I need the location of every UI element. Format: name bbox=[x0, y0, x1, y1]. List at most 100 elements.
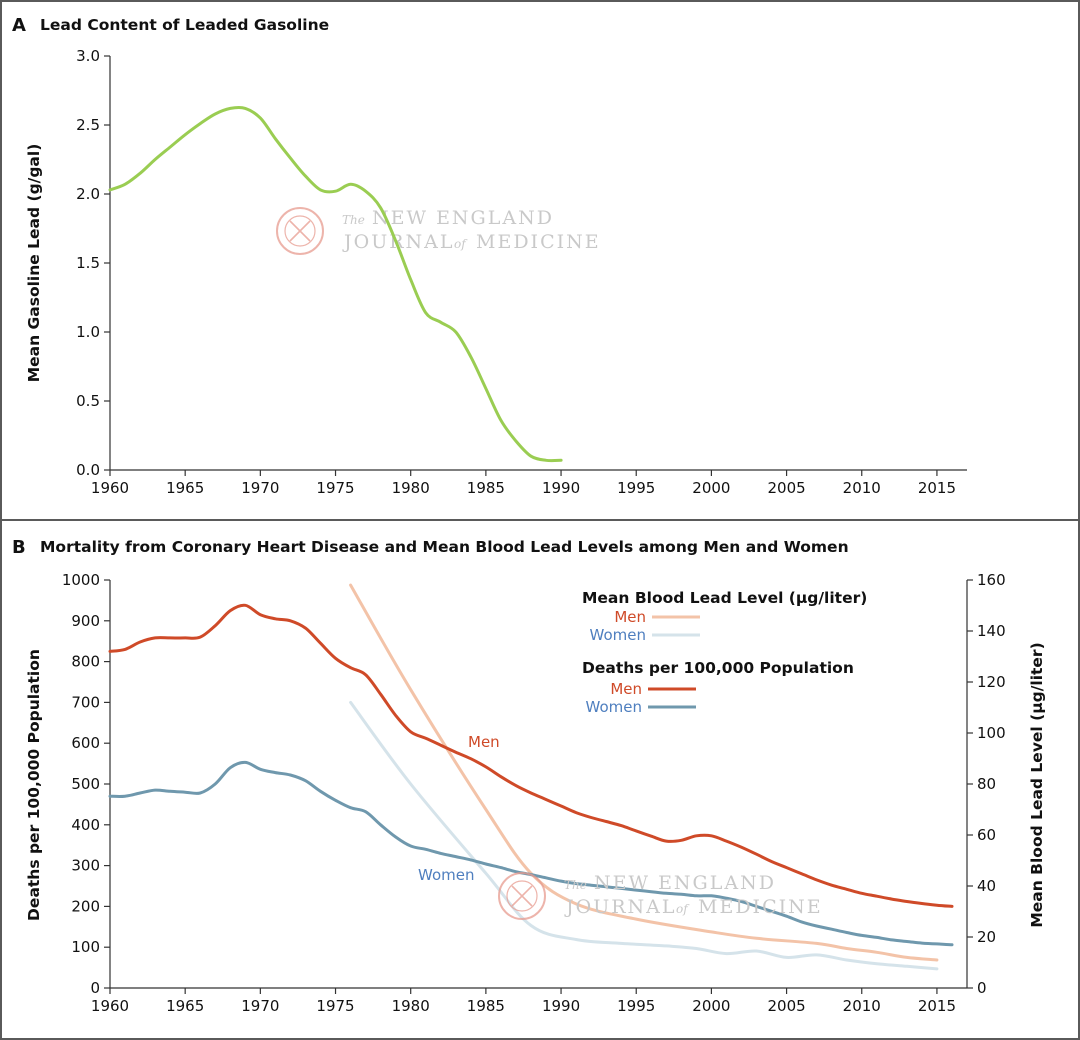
watermark-line3: MEDICINE bbox=[698, 896, 823, 918]
watermark-of: of bbox=[676, 902, 690, 916]
x-tick-label: 1975 bbox=[316, 479, 354, 497]
seal-outer-ring bbox=[276, 207, 324, 255]
y-tick-label: 400 bbox=[71, 816, 100, 834]
legend-deaths-title: Deaths per 100,000 Population bbox=[582, 659, 854, 677]
y-tick-label: 2.0 bbox=[76, 185, 100, 203]
panel-a-x-ticks: 1960 1965 1970 1975 1980 1985 1990 1995 2000 2005… bbox=[91, 470, 956, 497]
y-tick-label: 1.0 bbox=[76, 323, 100, 341]
y-tick-label: 1000 bbox=[62, 571, 100, 589]
x-tick-label: 2000 bbox=[692, 997, 730, 1015]
x-tick-label: 1985 bbox=[467, 997, 505, 1015]
y-tick-label: 0.0 bbox=[76, 461, 100, 479]
x-tick-label: 1980 bbox=[392, 997, 430, 1015]
y2-tick-label: 20 bbox=[977, 928, 996, 946]
watermark-text-a: The NEW ENGLAND JOURNAL of MEDICINE bbox=[342, 207, 601, 253]
panel-b-left-axis-title: Deaths per 100,000 Population bbox=[25, 649, 43, 921]
watermark-seal-b bbox=[498, 872, 546, 920]
panel-b-left-ticks: 0 100 200 300 400 500 600 700 800 900 1000 bbox=[62, 571, 110, 997]
panel-a-series bbox=[108, 105, 563, 463]
x-tick-label: 1965 bbox=[166, 479, 204, 497]
x-tick-label: 1970 bbox=[241, 479, 279, 497]
panel-b-right-axis-title: Mean Blood Lead Level (µg/liter) bbox=[1028, 642, 1046, 927]
legend: Mean Blood Lead Level (µg/liter) Men Wom… bbox=[582, 589, 867, 716]
x-tick-label: 1960 bbox=[91, 997, 129, 1015]
y-tick-label: 0 bbox=[90, 979, 100, 997]
y2-tick-label: 40 bbox=[977, 877, 996, 895]
legend-deaths-women-label: Women bbox=[586, 698, 642, 716]
panel-b-right-ticks: 0 20 40 60 80 100 120 140 160 bbox=[967, 571, 1006, 997]
panel-a-title: Lead Content of Leaded Gasoline bbox=[40, 16, 329, 34]
y-tick-label: 0.5 bbox=[76, 392, 100, 410]
x-tick-label: 1975 bbox=[316, 997, 354, 1015]
panel-b-title: Mortality from Coronary Heart Disease an… bbox=[40, 538, 849, 556]
legend-blood-women-label: Women bbox=[590, 626, 646, 644]
y2-tick-label: 120 bbox=[977, 673, 1006, 691]
seal-cross bbox=[511, 885, 533, 907]
panel-a: A Lead Content of Leaded Gasoline The NE… bbox=[12, 15, 967, 497]
x-tick-label: 1990 bbox=[542, 997, 580, 1015]
x-tick-label: 1980 bbox=[392, 479, 430, 497]
watermark-the: The bbox=[564, 878, 587, 892]
watermark-seal-a bbox=[276, 207, 324, 255]
y-tick-label: 500 bbox=[71, 775, 100, 793]
legend-blood-title: Mean Blood Lead Level (µg/liter) bbox=[582, 589, 867, 607]
y2-tick-label: 0 bbox=[977, 979, 987, 997]
y-tick-label: 600 bbox=[71, 734, 100, 752]
y-tick-label: 2.5 bbox=[76, 116, 100, 134]
y2-tick-label: 60 bbox=[977, 826, 996, 844]
blood-lead-men-line bbox=[349, 583, 939, 962]
seal-cross bbox=[289, 220, 311, 242]
x-tick-label: 1970 bbox=[241, 997, 279, 1015]
annotation-men: Men bbox=[468, 733, 500, 751]
x-tick-label: 2010 bbox=[843, 479, 881, 497]
watermark-line1: NEW ENGLAND bbox=[372, 207, 554, 229]
gasoline-lead-line bbox=[108, 105, 563, 463]
x-tick-label: 2015 bbox=[918, 997, 956, 1015]
blood-lead-women-line bbox=[349, 700, 939, 971]
y2-tick-label: 80 bbox=[977, 775, 996, 793]
y-tick-label: 700 bbox=[71, 693, 100, 711]
legend-deaths-men-label: Men bbox=[610, 680, 642, 698]
y-tick-label: 1.5 bbox=[76, 254, 100, 272]
y-tick-label: 3.0 bbox=[76, 47, 100, 65]
panel-a-y-ticks: 0.0 0.5 1.0 1.5 2.0 2.5 3.0 bbox=[76, 47, 110, 479]
watermark-line3: MEDICINE bbox=[476, 231, 601, 253]
y-tick-label: 800 bbox=[71, 653, 100, 671]
seal-outer-ring bbox=[498, 872, 546, 920]
panel-a-axes bbox=[109, 56, 967, 471]
y2-tick-label: 140 bbox=[977, 622, 1006, 640]
watermark-text-b: The NEW ENGLAND JOURNAL of MEDICINE bbox=[564, 872, 823, 918]
y-tick-label: 900 bbox=[71, 612, 100, 630]
y2-tick-label: 100 bbox=[977, 724, 1006, 742]
deaths-men-line bbox=[108, 603, 954, 908]
x-tick-label: 2015 bbox=[918, 479, 956, 497]
panel-a-letter: A bbox=[12, 15, 26, 36]
panel-a-y-axis-title: Mean Gasoline Lead (g/gal) bbox=[25, 144, 43, 383]
x-tick-label: 1995 bbox=[617, 997, 655, 1015]
x-tick-label: 2005 bbox=[767, 997, 805, 1015]
y-tick-label: 300 bbox=[71, 857, 100, 875]
watermark-of: of bbox=[454, 237, 468, 251]
seal-inner-ring bbox=[506, 880, 538, 912]
y2-tick-label: 160 bbox=[977, 571, 1006, 589]
x-tick-label: 1965 bbox=[166, 997, 204, 1015]
x-tick-label: 2010 bbox=[843, 997, 881, 1015]
x-tick-label: 1960 bbox=[91, 479, 129, 497]
x-tick-label: 1985 bbox=[467, 479, 505, 497]
panel-b-x-ticks: 1960 1965 1970 1975 1980 1985 1990 1995 2000 2005… bbox=[91, 988, 956, 1015]
watermark-the: The bbox=[342, 213, 365, 227]
panel-b: B Mortality from Coronary Heart Disease … bbox=[12, 537, 1046, 1015]
watermark-line1: NEW ENGLAND bbox=[594, 872, 776, 894]
panel-b-axes bbox=[109, 580, 968, 989]
y-tick-label: 100 bbox=[71, 938, 100, 956]
watermark-line2: JOURNAL bbox=[564, 896, 676, 918]
y-tick-label: 200 bbox=[71, 897, 100, 915]
legend-blood-men-label: Men bbox=[614, 608, 646, 626]
annotation-women: Women bbox=[418, 866, 474, 884]
x-tick-label: 1995 bbox=[617, 479, 655, 497]
seal-inner-ring bbox=[284, 215, 316, 247]
x-tick-label: 2000 bbox=[692, 479, 730, 497]
x-tick-label: 1990 bbox=[542, 479, 580, 497]
